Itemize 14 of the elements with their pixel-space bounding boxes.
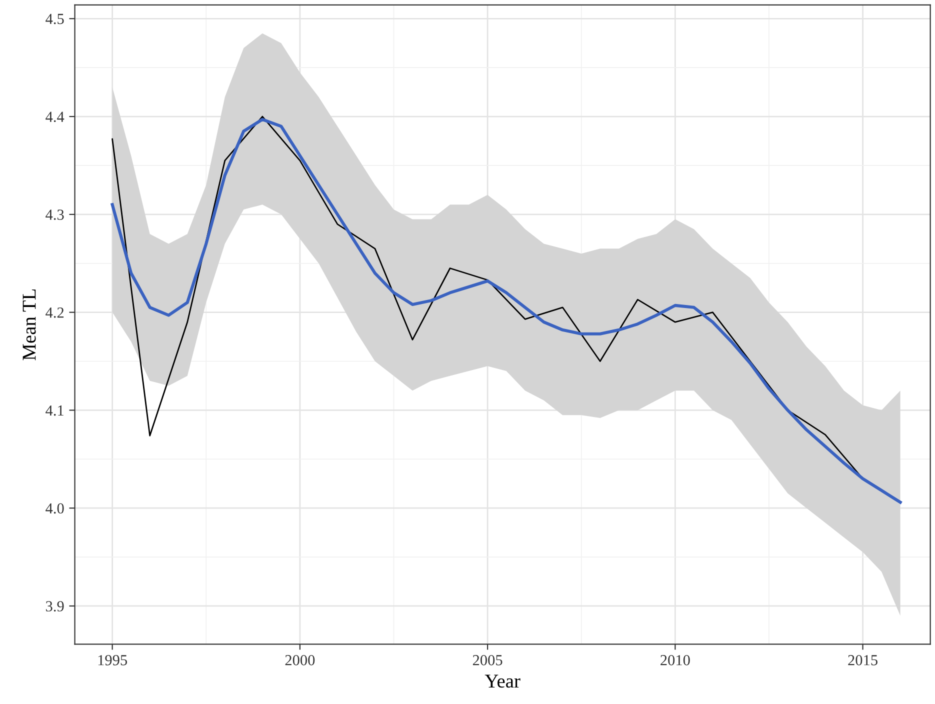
- y-tick-label: 4.2: [46, 307, 64, 318]
- y-tick-label: 4.4: [46, 112, 64, 122]
- y-tick-label: 4.5: [46, 14, 64, 24]
- x-tick-label: 2000: [285, 655, 315, 666]
- y-tick-label: 4.0: [46, 503, 64, 514]
- y-tick-label: 3.9: [46, 601, 64, 612]
- x-tick-label: 2010: [660, 655, 690, 666]
- y-tick-label: 4.1: [46, 405, 64, 416]
- x-tick-label: 1995: [98, 655, 128, 666]
- x-tick-label: 2015: [848, 655, 878, 666]
- x-axis-title: Year: [484, 674, 520, 688]
- y-axis-title: Mean TL: [22, 289, 36, 360]
- y-tick-label: 4.3: [46, 210, 64, 220]
- x-tick-label: 2005: [472, 655, 502, 666]
